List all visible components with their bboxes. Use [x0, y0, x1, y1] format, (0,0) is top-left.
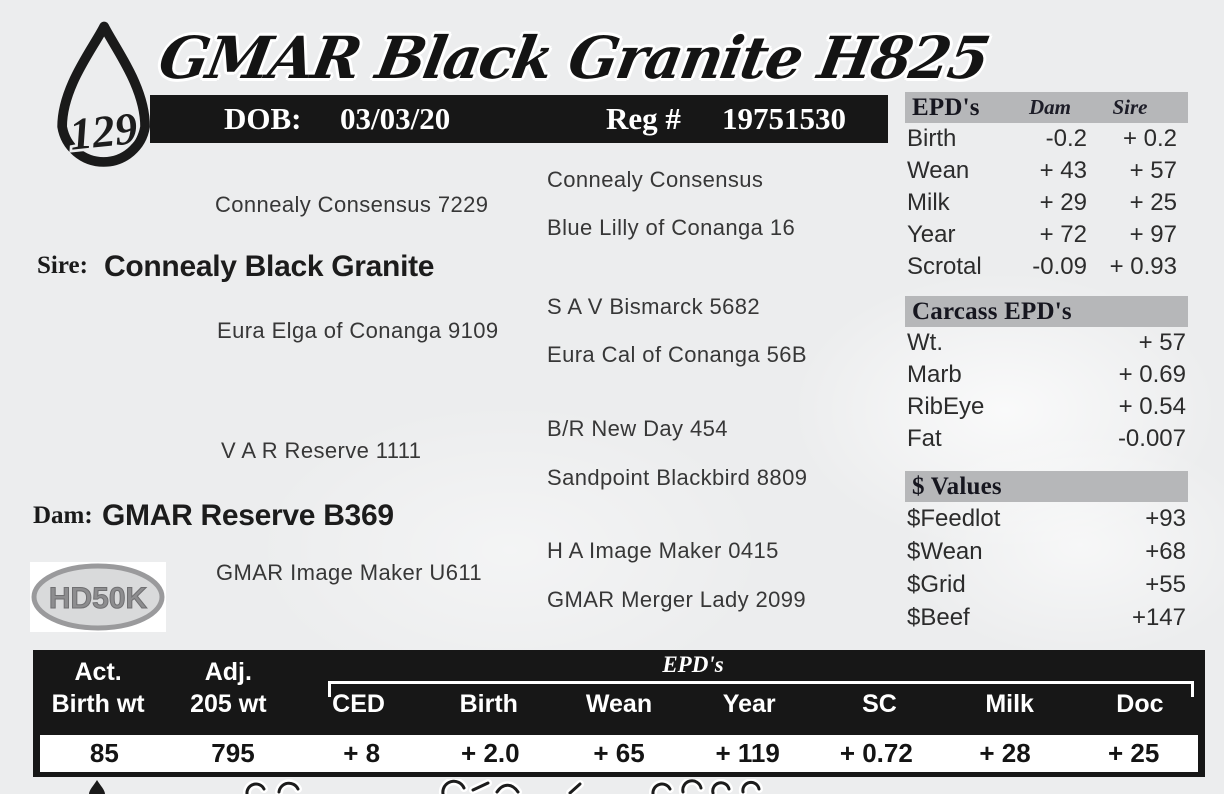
- next-lot-drop-tip-icon: [89, 780, 105, 794]
- carcass-row: Marb + 0.69: [907, 361, 1186, 388]
- epd-group-bracket: [328, 681, 1194, 697]
- dollar-values-header: $ Values: [905, 471, 1188, 502]
- performance-epds-group-label: EPD's: [662, 652, 724, 677]
- reg-label: Reg #: [606, 101, 681, 136]
- performance-table-values: 85 795 + 8 + 2.0 + 65 + 119 + 0.72 + 28 …: [40, 735, 1198, 772]
- carcass-row: RibEye + 0.54: [907, 393, 1186, 420]
- carcass-table-title: Carcass EPD's: [912, 297, 1072, 325]
- epd-row: Year + 72 + 97: [907, 221, 1177, 248]
- reg-value: 19751530: [722, 101, 846, 136]
- perf-value-cell: 85: [89, 738, 119, 768]
- next-lot-script-partial: [242, 779, 763, 794]
- perf-header-cell: Wean: [585, 690, 653, 718]
- carcass-table-header: Carcass EPD's: [905, 296, 1188, 327]
- sire-label: Sire:: [37, 252, 88, 279]
- dollar-value-row: $Feedlot +93: [907, 504, 1186, 532]
- epd-row: Milk + 29 + 25: [907, 189, 1177, 216]
- dollar-value-row: $Beef +147: [907, 603, 1186, 631]
- epd-table-title: EPD's: [912, 93, 980, 121]
- perf-value-cell: + 2.0: [461, 738, 520, 768]
- epd-table: EPD's Dam Sire Birth -0.2 + 0.2 Wean + 43 + …: [905, 92, 1188, 283]
- pedigree-dam-sire-dam: Sandpoint Blackbird 8809: [547, 465, 808, 490]
- perf-header-cell: Doc: [1116, 690, 1164, 718]
- epd-row: Wean + 43 + 57: [907, 157, 1177, 184]
- pedigree-sire-dam: Eura Elga of Conanga 9109: [217, 318, 499, 343]
- dob-label: DOB:: [224, 101, 302, 136]
- hd50k-logo: HD50K: [30, 562, 166, 632]
- epd-col-dam: Dam: [1029, 95, 1071, 119]
- carcass-row: Wt. + 57: [907, 329, 1186, 356]
- dob-value: 03/03/20: [340, 101, 451, 136]
- dam-label: Dam:: [33, 502, 93, 529]
- perf-header-cell: Adj. 205 wt: [190, 658, 267, 718]
- carcass-epd-table: Carcass EPD's Wt. + 57 Marb + 0.69 RibEye +…: [905, 296, 1188, 455]
- epd-table-header: EPD's Dam Sire: [905, 92, 1188, 123]
- dollar-values-table: $ Values $Feedlot +93 $Wean +68 $Grid +55 $…: [905, 471, 1188, 634]
- animal-name-title: GMAR Black Granite H825: [154, 24, 994, 92]
- dob-reg-bar: DOB: 03/03/20 Reg # 19751530: [150, 95, 888, 143]
- perf-header-cell: Act. Birth wt: [51, 658, 145, 718]
- pedigree-dam-sire: V A R Reserve 1111: [221, 438, 422, 463]
- perf-value-cell: + 28: [979, 738, 1031, 768]
- perf-value-cell: + 25: [1108, 738, 1160, 768]
- perf-header-cell: SC: [862, 690, 897, 718]
- pedigree-sire-dam-sire: S A V Bismarck 5682: [547, 294, 761, 319]
- hd50k-label: HD50K: [49, 582, 148, 615]
- pedigree-sire-sire: Connealy Consensus 7229: [215, 192, 489, 217]
- epd-row: Scrotal -0.09 + 0.93: [907, 253, 1177, 280]
- epd-row: Birth -0.2 + 0.2: [907, 125, 1177, 152]
- perf-value-cell: + 8: [343, 738, 381, 768]
- perf-value-cell: + 65: [593, 738, 645, 768]
- performance-table: EPD's Act. Birth wt Adj. 205 wt CED Birth …: [33, 650, 1205, 777]
- perf-header-cell: Year: [722, 690, 776, 718]
- carcass-row: Fat -0.007: [907, 425, 1186, 452]
- pedigree-dam-sire-sire: B/R New Day 454: [547, 416, 728, 441]
- perf-value-cell: + 119: [715, 738, 780, 768]
- dollar-values-title: $ Values: [912, 472, 1002, 500]
- dam-name: GMAR Reserve B369: [102, 499, 394, 532]
- lot-number: 129: [67, 103, 140, 160]
- sire-name: Connealy Black Granite: [104, 250, 435, 283]
- perf-header-cell: Birth: [459, 690, 518, 718]
- pedigree-dam-dam-sire: H A Image Maker 0415: [547, 538, 779, 563]
- dollar-value-row: $Wean +68: [907, 537, 1186, 565]
- epd-col-sire: Sire: [1112, 95, 1148, 119]
- performance-table-headers: Act. Birth wt Adj. 205 wt CED Birth Wean Y…: [33, 656, 1205, 720]
- perf-header-cell: Milk: [985, 690, 1034, 718]
- pedigree-sire-dam-dam: Eura Cal of Conanga 56B: [547, 342, 807, 367]
- pedigree-sire-sire-dam: Blue Lilly of Conanga 16: [547, 215, 796, 240]
- perf-value-cell: 795: [211, 738, 255, 768]
- lot-drop-icon: 129: [57, 21, 150, 167]
- perf-header-cell: CED: [332, 690, 385, 718]
- pedigree-sire-sire-sire: Connealy Consensus: [547, 167, 764, 192]
- dollar-value-row: $Grid +55: [907, 570, 1186, 598]
- pedigree-dam-dam: GMAR Image Maker U611: [216, 560, 482, 585]
- pedigree-dam-dam-dam: GMAR Merger Lady 2099: [547, 587, 807, 612]
- perf-value-cell: + 0.72: [839, 738, 913, 768]
